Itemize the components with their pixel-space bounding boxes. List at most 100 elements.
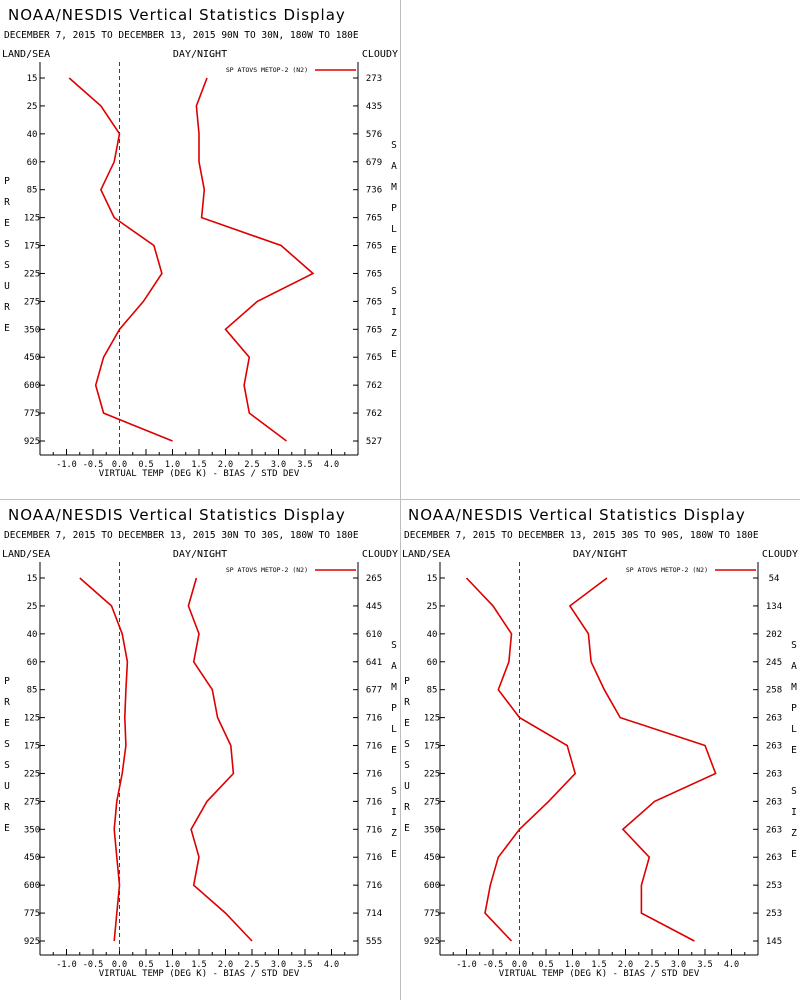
sample-size-label: 54 [769,574,780,584]
y-axis-label-letter: S [4,239,10,250]
sample-size-label: 716 [366,853,382,863]
sample-size-label: 253 [766,881,782,891]
y2-axis-label-letter: L [391,224,397,235]
sample-size-label: 610 [366,630,382,640]
y-axis-label-letter: S [404,739,410,750]
header-land-sea: LAND/SEA [2,549,50,560]
x-tick-label: 0.0 [512,960,527,970]
legend: SP ATOVS METOP-2 (N2) [626,566,756,574]
sample-size-label: 765 [366,214,382,224]
pressure-label: 40 [27,130,38,140]
pressure-label: 60 [427,658,438,668]
pressure-label: 125 [24,714,40,724]
x-axis-label: VIRTUAL TEMP (DEG K) - BIAS / STD DEV [99,469,300,479]
x-tick-label: 3.0 [671,960,686,970]
chart-subtitle: DECEMBER 7, 2015 TO DECEMBER 13, 2015 30… [4,530,359,541]
sample-size-label: 765 [366,242,382,252]
y2-axis-label-letter: S [391,786,397,797]
pressure-label: 15 [27,74,38,84]
sample-size-label: 716 [366,881,382,891]
x-tick-label: 1.5 [591,960,606,970]
y2-axis-label-letter: P [391,203,397,214]
y2-axis-label-letter: M [791,682,797,693]
header-cloudy: CLOUDY [762,549,798,560]
x-tick-label: -0.5 [83,460,103,470]
y2-axis-label-letter: I [391,307,397,318]
series-line-std_dev [568,577,717,942]
header-day-night: DAY/NIGHT [173,549,227,560]
x-axis-label: VIRTUAL TEMP (DEG K) - BIAS / STD DEV [499,969,700,979]
legend-label: SP ATOVS METOP-2 (N2) [226,566,308,574]
series-line-std_dev [187,577,253,942]
legend: SP ATOVS METOP-2 (N2) [226,66,356,74]
pressure-label: 450 [24,853,40,863]
pressure-label: 600 [24,381,40,391]
y2-axis-label-letter: E [791,849,797,860]
plot-frame [39,62,359,456]
pressure-label: 925 [24,937,40,947]
x-tick-label: 0.5 [538,960,553,970]
x-tick-label: 3.5 [297,460,312,470]
y2-axis-label-letter: E [791,745,797,756]
y2-axis-label-letter: M [391,182,397,193]
sample-size-label: 435 [366,102,382,112]
series-line-bias [68,77,173,442]
x-tick-label: 2.0 [218,460,233,470]
pressure-label: 25 [427,602,438,612]
sample-size-label: 716 [366,714,382,724]
header-cloudy: CLOUDY [362,549,398,560]
x-tick-label: 1.0 [165,460,180,470]
x-tick-label: -0.5 [483,960,503,970]
x-tick-label: 0.0 [112,460,127,470]
sample-size-label: 736 [366,186,382,196]
pressure-label: 350 [24,325,40,335]
y2-axis-label-letter: P [391,703,397,714]
y2-axis-label-letter: Z [791,828,797,839]
x-tick-label: 4.0 [724,960,739,970]
y-axis-label-letter: R [4,697,10,708]
pressure-label: 175 [24,742,40,752]
pressure-label: 225 [424,769,440,779]
y-axis-label-letter: S [4,760,10,771]
sample-size-label: 762 [366,409,382,419]
x-tick-label: 1.0 [565,960,580,970]
y-axis-label-letter: R [404,802,410,813]
pressure-label: 40 [427,630,438,640]
pressure-label: 225 [24,769,40,779]
x-tick-label: 2.0 [618,960,633,970]
x-tick-label: -1.0 [456,960,476,970]
sample-size-label: 134 [766,602,782,612]
y2-axis-label-letter: E [391,245,397,256]
pressure-label: 275 [24,797,40,807]
pressure-label: 275 [24,297,40,307]
y2-axis-label-letter: S [791,640,797,651]
y-axis-label-letter: R [4,802,10,813]
y2-axis-label-letter: E [391,745,397,756]
pressure-label: 125 [424,714,440,724]
pressure-label: 25 [27,602,38,612]
sample-size-label: 762 [366,381,382,391]
x-tick-label: 3.5 [297,960,312,970]
sample-size-label: 263 [766,797,782,807]
pressure-label: 275 [424,797,440,807]
sample-size-label: 527 [366,437,382,447]
y2-axis-label-letter: S [391,140,397,151]
pressure-label: 175 [424,742,440,752]
chart-title: NOAA/NESDIS Vertical Statistics Display [408,506,746,524]
x-tick-label: 2.5 [244,460,259,470]
panel-divider-horizontal [0,499,800,500]
x-tick-label: -1.0 [56,960,76,970]
pressure-label: 775 [24,409,40,419]
pressure-label: 15 [427,574,438,584]
y-axis-label-letter: E [4,718,10,729]
chart-panel-tropics: NOAA/NESDIS Vertical Statistics Display D… [0,500,400,1000]
pressure-label: 85 [27,186,38,196]
pressure-label: 15 [27,574,38,584]
sample-size-label: 576 [366,130,382,140]
pressure-label: 225 [24,269,40,279]
x-tick-label: 1.5 [191,960,206,970]
